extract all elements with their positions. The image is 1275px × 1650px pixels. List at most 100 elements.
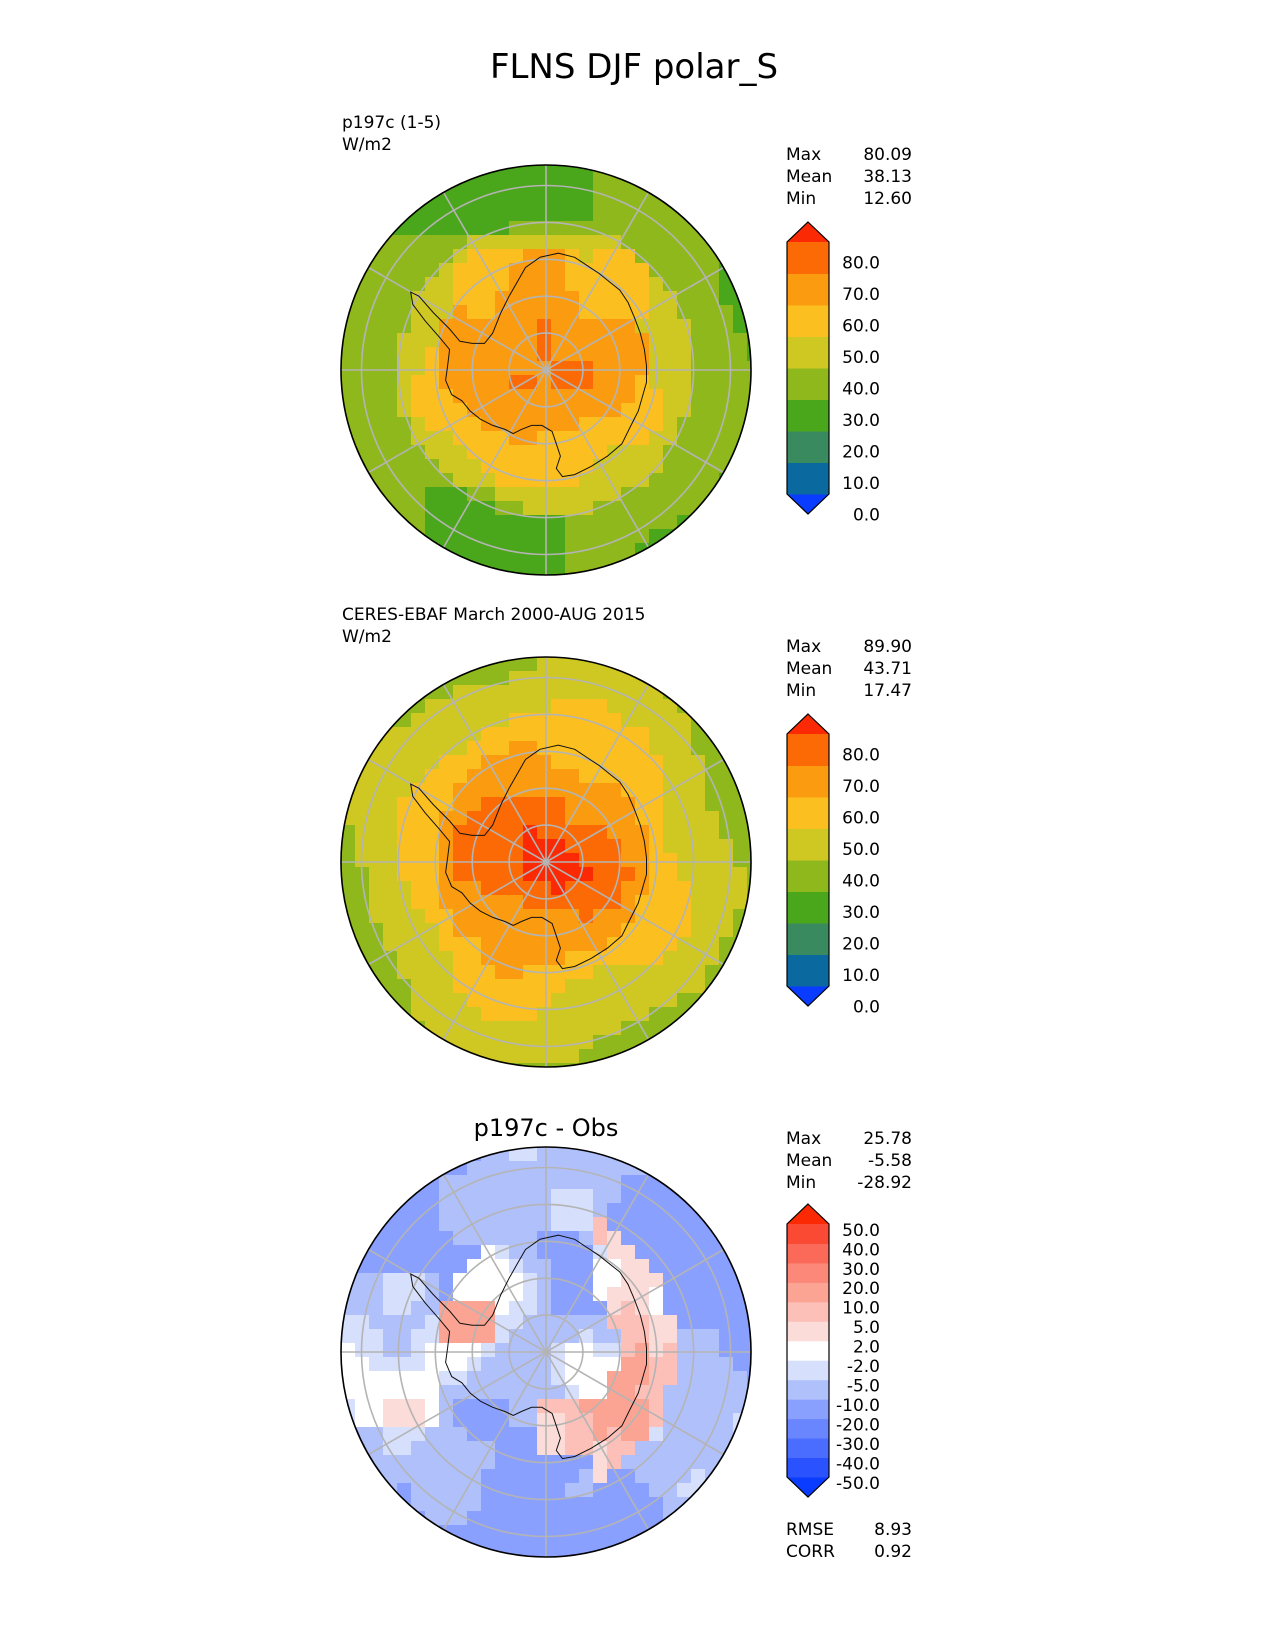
field-cell — [439, 473, 454, 488]
field-cell — [537, 319, 552, 334]
field-cell — [579, 473, 594, 488]
field-cell — [411, 459, 426, 474]
field-cell — [397, 965, 412, 980]
field-cell — [663, 319, 678, 334]
field-cell — [733, 895, 748, 910]
field-cell — [705, 305, 720, 320]
field-cell — [663, 1455, 678, 1470]
field-cell — [383, 811, 398, 826]
field-cell — [453, 1245, 468, 1260]
field-cell — [439, 361, 454, 376]
field-cell — [523, 1553, 538, 1557]
field-cell — [425, 699, 440, 714]
field-cell — [411, 375, 426, 390]
field-cell — [495, 249, 510, 264]
field-cell — [649, 895, 664, 910]
field-cell — [397, 501, 412, 516]
field-cell — [607, 1161, 622, 1176]
field-cell — [425, 1385, 440, 1400]
field-cell — [467, 713, 482, 728]
field-cell — [579, 501, 594, 516]
field-cell — [495, 1021, 510, 1036]
field-cell — [621, 1455, 636, 1470]
field-cell — [593, 347, 608, 362]
field-cell — [495, 1315, 510, 1330]
field-cell — [495, 1301, 510, 1316]
field-cell — [677, 1469, 692, 1484]
field-cell — [733, 1385, 748, 1400]
stat-min-label: Min — [786, 681, 816, 701]
field-cell — [481, 1161, 496, 1176]
field-cell — [509, 685, 524, 700]
colorbar-extend-low — [787, 986, 829, 1006]
field-cell — [663, 403, 678, 418]
field-cell — [579, 515, 594, 530]
field-cell — [383, 797, 398, 812]
field-cell — [411, 727, 426, 742]
field-cell — [593, 445, 608, 460]
field-cell — [411, 1343, 426, 1358]
metric-rmse-label: RMSE — [786, 1520, 834, 1540]
field-cell — [439, 1007, 454, 1022]
field-cell — [537, 193, 552, 208]
field-cell — [509, 235, 524, 250]
field-cell — [579, 1483, 594, 1498]
field-cell — [719, 1273, 734, 1288]
field-cell — [579, 319, 594, 334]
field-cell — [537, 811, 552, 826]
field-cell — [439, 1273, 454, 1288]
field-cell — [691, 291, 706, 306]
field-cell — [383, 1469, 398, 1484]
colorbar-extend-high — [787, 1204, 829, 1224]
field-cell — [537, 1049, 552, 1064]
field-cell — [509, 937, 524, 952]
field-cell — [509, 459, 524, 474]
field-cell — [677, 249, 692, 264]
field-cell — [733, 867, 748, 882]
field-cell — [509, 1385, 524, 1400]
field-cell — [383, 445, 398, 460]
field-cell — [439, 1469, 454, 1484]
field-cell — [663, 1469, 678, 1484]
field-cell — [495, 1539, 510, 1554]
field-cell — [565, 1525, 580, 1540]
field-cell — [579, 235, 594, 250]
field-cell — [509, 361, 524, 376]
field-cell — [439, 347, 454, 362]
field-cell — [677, 867, 692, 882]
field-cell — [425, 1497, 440, 1512]
field-cell — [341, 375, 356, 390]
field-cell — [481, 389, 496, 404]
field-cell — [635, 839, 650, 854]
field-cell — [551, 1035, 566, 1050]
field-cell — [509, 207, 524, 222]
field-cell — [705, 347, 720, 362]
field-cell — [607, 741, 622, 756]
field-cell — [509, 699, 524, 714]
field-cell — [383, 923, 398, 938]
metric-corr-value: 0.92 — [874, 1542, 912, 1562]
field-cell — [537, 1203, 552, 1218]
field-cell — [397, 277, 412, 292]
field-cell — [621, 1161, 636, 1176]
field-cell — [523, 895, 538, 910]
field-cell — [481, 825, 496, 840]
field-cell — [677, 713, 692, 728]
field-cell — [523, 361, 538, 376]
panel-units-label: W/m2 — [342, 627, 392, 647]
field-cell — [551, 713, 566, 728]
field-cell — [481, 333, 496, 348]
field-cell — [677, 979, 692, 994]
field-cell — [565, 1315, 580, 1330]
field-cell — [579, 165, 594, 180]
field-cell — [467, 741, 482, 756]
field-cell — [593, 515, 608, 530]
field-cell — [649, 1469, 664, 1484]
field-cell — [453, 1455, 468, 1470]
field-cell — [607, 361, 622, 376]
field-cell — [705, 333, 720, 348]
field-cell — [579, 909, 594, 924]
field-cell — [425, 389, 440, 404]
field-cell — [565, 923, 580, 938]
field-cell — [691, 797, 706, 812]
